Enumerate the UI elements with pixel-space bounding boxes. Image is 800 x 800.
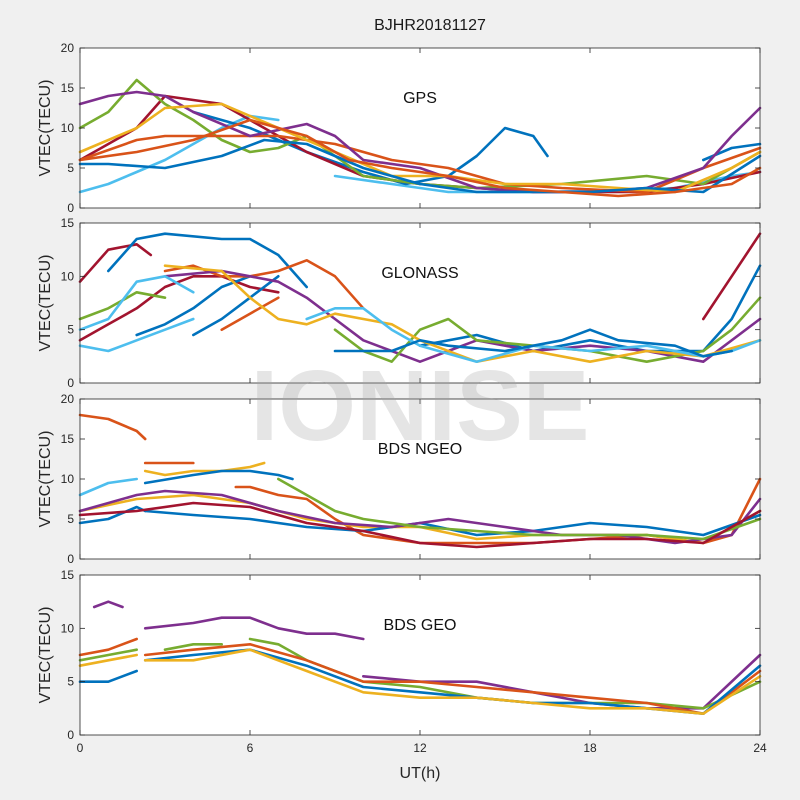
series-4-segment-0 [78,489,762,545]
series-2-segment-1 [143,643,762,715]
x-tick-label: 12 [413,741,427,755]
series-1-segment-3 [418,264,762,353]
series-2-segment-0 [163,259,365,310]
y-tick-label: 0 [67,728,74,742]
y-tick-label: 15 [61,432,75,446]
series-1-segment-0 [192,110,549,186]
figure-title: BJHR20181127 [374,17,486,34]
series-2-segment-0 [143,461,266,477]
panel-gps: 0 5 10 15 20 GPS VTEC(TECU) [37,41,762,215]
panel-bds-geo: 0 5 10 15 0 6 12 18 24 BDS GEO VTEC(TECU) [37,568,767,755]
series-3-segment-0 [143,469,294,485]
series-1-segment-0 [107,232,308,289]
y-tick-label: 0 [67,552,74,566]
y-tick-label: 5 [67,675,74,689]
panel-label: GLONASS [381,265,458,282]
series-0-segment-1 [78,275,280,342]
series-1-segment-2 [192,275,280,337]
x-tick-label: 18 [583,741,597,755]
panel-bds-ngeo: 0 5 10 15 20 BDS NGEO VTEC(TECU) [37,392,762,566]
series-4-segment-1 [333,296,762,363]
series-1-segment-1 [135,275,252,337]
y-tick-label: 15 [61,216,75,230]
series-6-segment-0 [78,317,195,353]
x-tick-label: 6 [247,741,254,755]
series-1-segment-1 [163,643,223,651]
panel-label: BDS NGEO [378,441,462,458]
y-axis-label: VTEC(TECU) [37,80,54,177]
x-tick-label: 24 [753,741,767,755]
series-6-segment-0 [78,501,762,549]
y-tick-label: 10 [61,621,75,635]
x-tick-label: 0 [77,741,84,755]
y-tick-label: 5 [67,161,74,175]
series-2-segment-0 [78,94,762,194]
watermark: IONISE [251,350,590,462]
series-7-segment-0 [333,328,733,358]
y-tick-label: 5 [67,512,74,526]
series-3-segment-0 [78,669,138,683]
plot-area [80,223,760,383]
y-tick-label: 0 [67,376,74,390]
y-tick-label: 5 [67,323,74,337]
series-6-segment-1 [78,275,195,331]
series-1-segment-0 [78,648,138,662]
y-tick-label: 15 [61,81,75,95]
y-tick-label: 20 [61,41,75,55]
series-4-segment-1 [143,648,762,715]
y-tick-label: 15 [61,568,75,582]
series-6-segment-0 [78,102,762,194]
series-0-segment-2 [702,232,762,321]
series-0-segment-0 [78,413,147,441]
y-tick-label: 10 [61,472,75,486]
series-7-segment-0 [78,138,762,194]
panel-glonass: 0 5 10 15 GLONASS VTEC(TECU) [37,216,762,390]
panel-label: BDS GEO [384,617,457,634]
y-tick-label: 0 [67,201,74,215]
y-axis-label: VTEC(TECU) [37,431,54,528]
panels: 0 5 10 15 20 GPS VTEC(TECU) 0 5 10 15 GLONASS VTEC(T… [37,41,767,755]
y-tick-label: 20 [61,392,75,406]
y-axis-label: VTEC(TECU) [37,607,54,704]
y-axis-label: VTEC(TECU) [37,255,54,352]
series-2-segment-0 [78,637,138,657]
series-0-segment-0 [78,243,153,283]
series-8-segment-0 [78,118,762,198]
y-tick-label: 10 [61,121,75,135]
series-0-segment-1 [143,616,365,641]
plot-area [80,399,760,559]
series-5-segment-0 [277,477,762,541]
series-0-segment-0 [92,600,124,609]
x-axis-label: UT(h) [400,765,441,782]
y-tick-label: 10 [61,269,75,283]
series-4-segment-0 [78,134,762,194]
series-4-segment-0 [78,653,138,667]
series-2-segment-1 [220,296,280,331]
series-1-segment-0 [78,477,138,497]
series-5-segment-0 [163,264,762,363]
series-5-segment-0 [78,90,762,194]
panel-label: GPS [403,90,437,107]
